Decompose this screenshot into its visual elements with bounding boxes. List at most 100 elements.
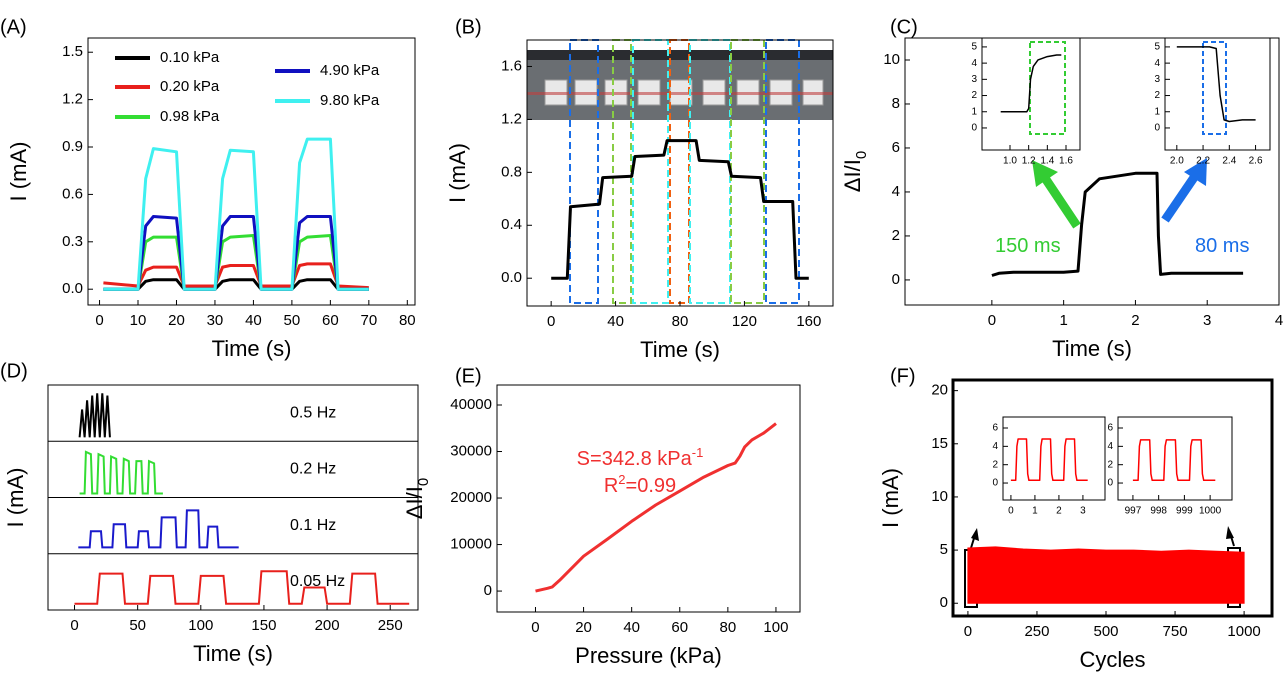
- arrows: [964, 158, 1241, 608]
- x-tick-label: 60: [322, 312, 339, 329]
- series-label: 0.5 Hz: [290, 404, 336, 421]
- y-axis-label: I (mA): [6, 142, 31, 202]
- x-tick-label: 1.2: [1022, 156, 1036, 167]
- panel-label: (B): [455, 16, 482, 38]
- annotation-text: R: [604, 475, 618, 497]
- annotation: R2=0.99: [604, 472, 676, 497]
- y-tick-label: 1.2: [62, 91, 83, 108]
- y-tick-label: 0.6: [62, 185, 83, 202]
- x-tick-label: 4: [1275, 312, 1283, 329]
- x-tick-label: 1: [1032, 506, 1038, 517]
- y-tick-label: 4: [1154, 58, 1160, 69]
- y-tick-label: 0: [1154, 123, 1160, 134]
- data-line: [991, 171, 1244, 277]
- y-tick-label: 1: [971, 106, 977, 117]
- y-tick-label: 10: [883, 51, 900, 68]
- annotation-sup: -1: [692, 445, 704, 460]
- data-line: [1010, 438, 1088, 482]
- y-axis-label-text: ΔI/I: [840, 159, 865, 192]
- x-tick-label: 2.0: [1170, 156, 1184, 167]
- x-tick-label: 50: [284, 312, 301, 329]
- legend-label: 0.10 kPa: [160, 49, 220, 66]
- y-tick-label: 8: [892, 95, 900, 112]
- x-tick-label: 100: [763, 619, 788, 636]
- x-tick-label: 999: [1176, 506, 1193, 517]
- y-tick-label: 4: [1107, 441, 1113, 452]
- y-axis-label-sub: 0: [853, 151, 870, 159]
- y-tick-label: 0: [940, 594, 948, 611]
- y-tick-label: 30000: [450, 442, 492, 459]
- annotation: 150 ms: [995, 235, 1061, 257]
- data-line: [103, 278, 369, 291]
- y-axis-label-text: I (mA): [6, 142, 31, 202]
- y-tick-label: 5: [971, 42, 977, 53]
- x-tick-label: 40: [607, 313, 624, 330]
- plot-frame: [951, 378, 1274, 618]
- y-axis-label: ΔI/I0: [402, 478, 432, 519]
- series-label: 0.2 Hz: [290, 461, 336, 478]
- x-tick-label: 500: [1093, 623, 1118, 640]
- y-tick-label: 0.4: [501, 216, 522, 233]
- x-tick-label: 1: [1059, 312, 1067, 329]
- y-tick-label: 2: [892, 227, 900, 244]
- x-axis-label: Time (s): [212, 336, 292, 361]
- y-tick-label: 6: [892, 139, 900, 156]
- x-tick-label: 2.6: [1249, 156, 1263, 167]
- y-tick-label: 0.8: [501, 163, 522, 180]
- data-line: [551, 139, 809, 280]
- x-tick-label: 1000: [1227, 623, 1260, 640]
- y-axis-label-text: I (mA): [3, 468, 28, 528]
- x-tick-label: 0: [988, 312, 996, 329]
- data-line: [535, 422, 777, 593]
- y-tick-label: 10: [931, 488, 948, 505]
- panel-label: (E): [455, 365, 482, 387]
- y-tick-label: 0: [992, 478, 998, 489]
- x-axis-label: Pressure (kPa): [575, 643, 722, 668]
- y-tick-label: 0: [1107, 478, 1113, 489]
- x-tick-label: 1.4: [1040, 156, 1054, 167]
- x-tick-label: 60: [671, 619, 688, 636]
- x-tick-label: 200: [315, 617, 340, 634]
- x-axis-label: Cycles: [1079, 647, 1145, 672]
- y-axis-label: I (mA): [878, 468, 903, 528]
- x-tick-label: 0: [531, 619, 539, 636]
- panel-label: (D): [0, 360, 28, 382]
- y-tick-label: 0.9: [62, 138, 83, 155]
- x-tick-label: 0: [547, 313, 555, 330]
- legend-label: 9.80 kPa: [320, 92, 380, 109]
- x-tick-label: 40: [245, 312, 262, 329]
- y-tick-label: 0.3: [62, 233, 83, 250]
- y-tick-label: 1: [1154, 106, 1160, 117]
- series-label: 0.05 Hz: [290, 573, 345, 590]
- x-tick-label: 120: [732, 313, 757, 330]
- y-tick-label: 2: [1107, 459, 1113, 470]
- x-tick-label: 150: [251, 617, 276, 634]
- y-tick-label: 2: [992, 459, 998, 470]
- data-line: [78, 393, 111, 438]
- y-tick-label: 40000: [450, 396, 492, 413]
- data-line: [103, 262, 369, 290]
- legend-label: 4.90 kPa: [320, 62, 380, 79]
- y-tick-label: 6: [1107, 423, 1113, 434]
- data-line: [1132, 439, 1216, 482]
- plot-frame: [1117, 416, 1233, 501]
- legend-label: 0.98 kPa: [160, 108, 220, 125]
- y-axis-label-sub: 0: [415, 478, 432, 486]
- y-axis-label: ΔI/I0: [840, 151, 870, 192]
- data-line: [78, 509, 239, 549]
- y-tick-label: 2: [971, 90, 977, 101]
- annotation-sup: 2: [618, 472, 625, 487]
- x-axis-label: Time (s): [640, 337, 720, 362]
- data-line: [74, 570, 410, 605]
- y-tick-label: 20000: [450, 489, 492, 506]
- x-tick-label: 2.2: [1196, 156, 1210, 167]
- x-tick-label: 20: [168, 312, 185, 329]
- x-tick-label: 100: [188, 617, 213, 634]
- y-tick-label: 0: [971, 123, 977, 134]
- x-tick-label: 250: [1024, 623, 1049, 640]
- data-line: [79, 450, 163, 495]
- data-line: [103, 234, 369, 291]
- x-tick-label: 0: [964, 623, 972, 640]
- panel-label: (C): [890, 16, 918, 38]
- y-tick-label: 5: [940, 541, 948, 558]
